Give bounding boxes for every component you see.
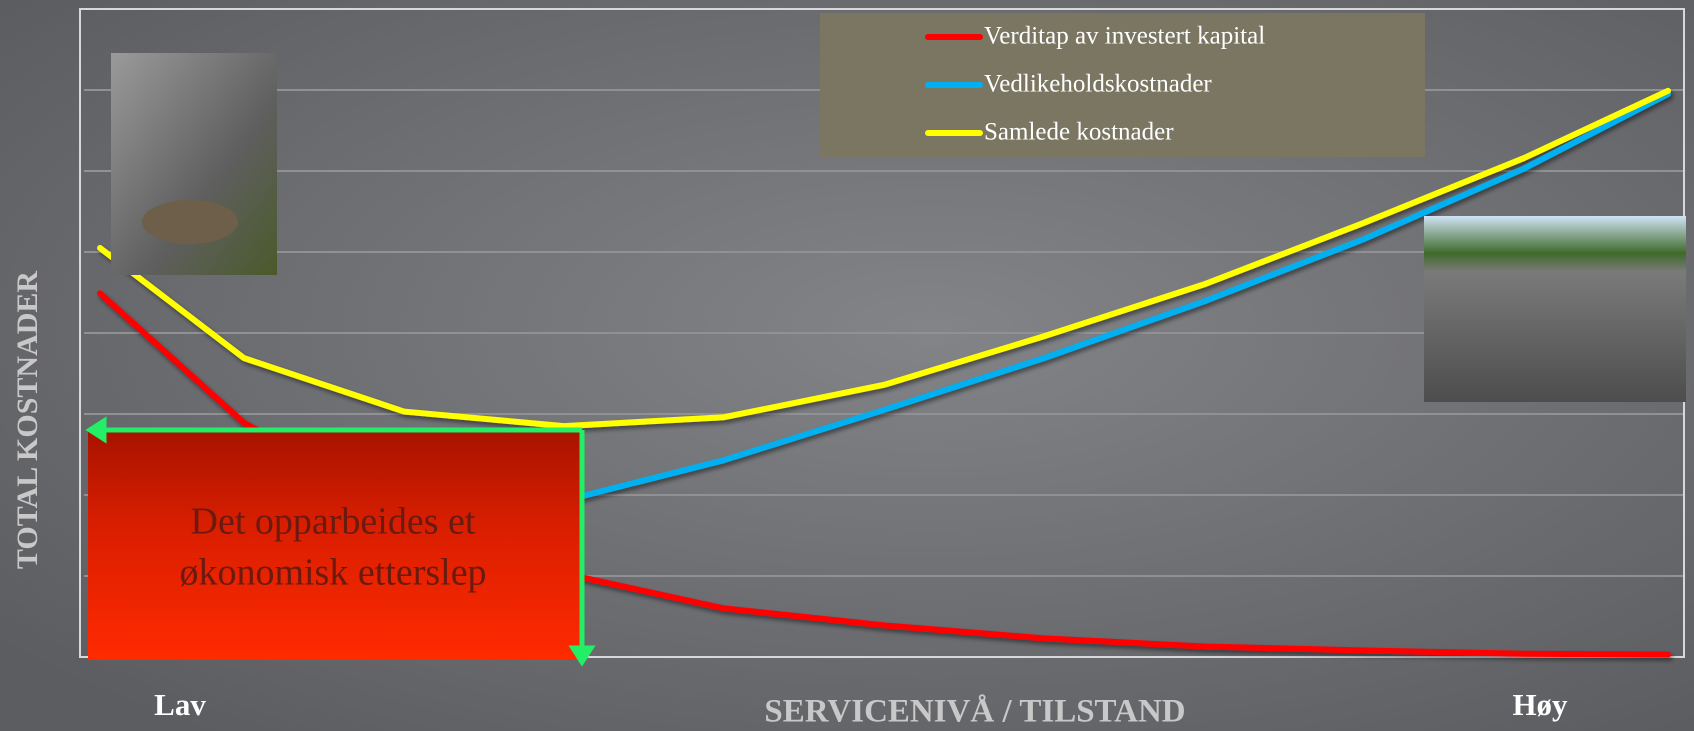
y-axis-label: TOTAL KOSTNADER <box>11 271 44 569</box>
legend-box <box>820 13 1425 157</box>
annotation-line: økonomisk etterslep <box>179 552 486 594</box>
annotation-line: Det opparbeides et <box>191 501 476 543</box>
arrowhead <box>568 645 596 667</box>
legend-label: Verditap av investert kapital <box>984 23 1265 50</box>
series-line <box>97 87 1671 430</box>
arrowhead <box>85 416 107 444</box>
legend-label: Vedlikeholdskostnader <box>984 71 1212 98</box>
x-tick-label: Høy <box>1512 687 1568 722</box>
arrows <box>85 416 596 667</box>
photo-good-road <box>1424 216 1686 402</box>
annotation-box <box>88 432 580 660</box>
x-axis-label: SERVICENIVÅ / TILSTAND <box>764 694 1185 730</box>
pothole <box>142 200 238 244</box>
x-tick-label: Lav <box>154 687 206 722</box>
legend-label: Samlede kostnader <box>984 119 1174 146</box>
